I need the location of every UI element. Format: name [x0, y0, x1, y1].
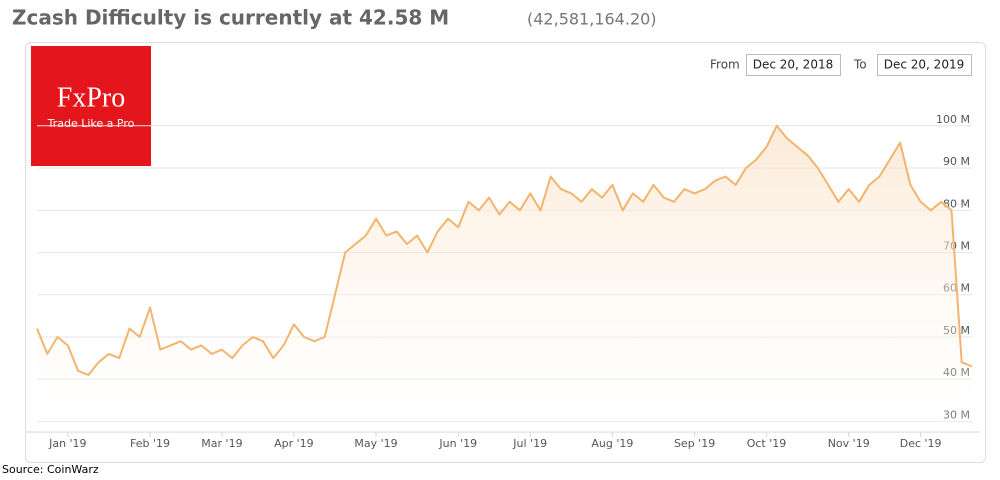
x-tick-label: Jun '19: [438, 437, 477, 450]
to-label: To: [853, 58, 867, 72]
x-tick-label: Apr '19: [274, 437, 314, 450]
to-date[interactable]: Dec 20, 2019: [884, 58, 964, 72]
x-tick-label: May '19: [354, 437, 397, 450]
x-tick-label: Feb '19: [130, 437, 170, 450]
x-tick-label: Jul '19: [512, 437, 547, 450]
source: Source: CoinWarz: [2, 463, 99, 476]
x-tick-label: Aug '19: [591, 437, 633, 450]
logo-box: [31, 46, 151, 166]
chart-title: Zcash Difficulty is currently at 42.58 M: [12, 6, 449, 30]
from-label: From: [710, 58, 740, 72]
x-tick-label: Sep '19: [674, 437, 715, 450]
y-tick-label: 90 M: [943, 155, 970, 168]
chart-subtitle: (42,581,164.20): [527, 10, 657, 29]
x-tick-label: Jan '19: [48, 437, 86, 450]
x-tick-label: Oct '19: [747, 437, 787, 450]
logo: FxPro: [57, 82, 125, 113]
x-tick-label: Nov '19: [828, 437, 870, 450]
from-input[interactable]: [746, 54, 841, 76]
y-tick-label: 100 M: [936, 113, 970, 126]
x-tick-label: Dec '19: [900, 437, 942, 450]
logo-tagline: Trade Like a Pro: [47, 117, 135, 130]
x-tick-label: Mar '19: [201, 437, 242, 450]
from-date[interactable]: Dec 20, 2018: [753, 58, 833, 72]
to-input[interactable]: [877, 54, 972, 76]
line: [36, 124, 973, 376]
y-tick-label: 80 M: [943, 197, 970, 210]
